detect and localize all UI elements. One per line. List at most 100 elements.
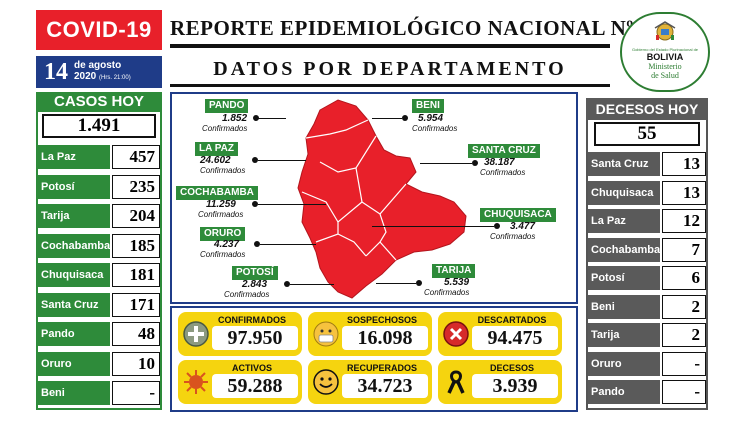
- dept-value-cochabamba: 11.259: [206, 199, 236, 210]
- casos-row-value: 235: [112, 174, 160, 199]
- stat-decesos: DECESOS 3.939: [438, 360, 562, 404]
- casos-row-value: 48: [112, 322, 160, 346]
- dept-value-chuquisaca: 3.477: [510, 221, 536, 232]
- report-date: 14 de agosto 2020 (Hrs. 21:00): [36, 56, 162, 88]
- masked-face-icon: [313, 321, 339, 347]
- dept-value-tarija: 5.539: [444, 277, 470, 288]
- dept-confirmed-pando: Confirmados: [202, 124, 248, 133]
- stat-value: 94.475: [472, 326, 558, 350]
- dept-value-pando: 1.852: [222, 113, 248, 124]
- dept-value-beni: 5.954: [418, 113, 444, 124]
- dept-confirmed-la-paz: Confirmados: [200, 166, 246, 175]
- map-label-cochabamba: COCHABAMBA: [176, 186, 258, 200]
- casos-row-department: Santa Cruz: [38, 292, 110, 317]
- marker-oruro: [254, 241, 260, 247]
- stat-label: ACTIVOS: [231, 363, 272, 373]
- seal-ministry-line1: Ministerio: [648, 62, 682, 71]
- stat-value: 3.939: [472, 374, 558, 398]
- casos-row-value: 181: [112, 263, 160, 287]
- decesos-row-department: Beni: [588, 294, 660, 319]
- casos-row-department: Cochabamba: [38, 233, 110, 258]
- casos-row-value: 204: [112, 204, 160, 228]
- decesos-row-value: 13: [662, 152, 706, 176]
- smiley-icon: [313, 369, 339, 395]
- marker-pando: [253, 115, 259, 121]
- casos-row-department: Potosí: [38, 174, 110, 199]
- dept-confirmed-potosi: Confirmados: [224, 290, 270, 299]
- casos-row: Pando 48: [38, 322, 160, 346]
- casos-row-department: La Paz: [38, 145, 110, 169]
- map-label-la-paz: LA PAZ: [195, 142, 238, 156]
- stat-sospechosos: SOSPECHOSOS 16.098: [308, 312, 432, 356]
- stat-label: CONFIRMADOS: [218, 315, 286, 325]
- seal-ministry-line2: de Salud: [651, 71, 679, 80]
- casos-row-department: Oruro: [38, 351, 110, 376]
- decesos-row-value: 7: [662, 237, 706, 262]
- decesos-hoy-total: 55: [594, 122, 700, 146]
- map-label-pando: PANDO: [205, 99, 249, 113]
- decesos-row: Oruro -: [588, 351, 706, 376]
- decesos-row: Cochabamba 7: [588, 237, 706, 262]
- casos-hoy-title: CASOS HOY: [36, 92, 162, 112]
- marker-santa-cruz: [472, 160, 478, 166]
- dept-confirmed-oruro: Confirmados: [200, 250, 246, 259]
- dept-name: POTOSÍ: [232, 266, 278, 280]
- stat-value: 59.288: [212, 374, 298, 398]
- leader-cochabamba: [258, 204, 326, 205]
- stat-label: DESCARTADOS: [477, 315, 547, 325]
- decesos-row: Tarija 2: [588, 323, 706, 347]
- casos-row: Cochabamba 185: [38, 233, 160, 258]
- x-circle-icon: [443, 321, 469, 347]
- marker-beni: [402, 115, 408, 121]
- stat-label: DECESOS: [489, 363, 534, 373]
- title-divider: [170, 44, 610, 48]
- dept-value-oruro: 4.237: [214, 239, 240, 250]
- casos-hoy-total: 1.491: [42, 114, 156, 138]
- decesos-row-department: Potosí: [588, 266, 660, 290]
- map-label-santa-cruz: SANTA CRUZ: [468, 144, 540, 158]
- casos-row: Tarija 204: [38, 204, 160, 228]
- decesos-row-department: Chuquisaca: [588, 180, 660, 205]
- decesos-row-department: Tarija: [588, 323, 660, 347]
- stat-value: 16.098: [342, 326, 428, 350]
- date-year: 2020: [74, 71, 97, 82]
- date-month: de agosto: [74, 60, 122, 71]
- casos-row: Oruro 10: [38, 351, 160, 376]
- date-hour: (Hrs. 21:00): [99, 75, 131, 81]
- decesos-row-department: Cochabamba: [588, 237, 660, 262]
- casos-row-value: 457: [112, 145, 160, 169]
- leader-pando: [258, 118, 286, 119]
- stat-value: 34.723: [342, 374, 428, 398]
- casos-row-department: Chuquisaca: [38, 263, 110, 287]
- subtitle-divider: [170, 84, 610, 87]
- leader-santa-cruz: [420, 163, 472, 164]
- dept-name: PANDO: [205, 99, 249, 113]
- dept-name: COCHABAMBA: [176, 186, 258, 200]
- covid-badge: COVID-19: [36, 10, 162, 50]
- dept-confirmed-beni: Confirmados: [412, 124, 458, 133]
- stat-recuperados: RECUPERADOS 34.723: [308, 360, 432, 404]
- casos-row-value: -: [112, 381, 160, 405]
- ministry-seal: Gobierno del Estado Plurinacional de BOL…: [620, 12, 710, 92]
- casos-row-value: 10: [112, 351, 160, 376]
- dept-confirmed-cochabamba: Confirmados: [198, 210, 244, 219]
- map-label-beni: BENI: [412, 99, 444, 113]
- casos-row-value: 185: [112, 233, 160, 258]
- dept-name: ORURO: [200, 227, 246, 241]
- dept-value-la-paz: 24.602: [200, 155, 231, 166]
- decesos-row-department: Pando: [588, 380, 660, 404]
- dept-confirmed-santa-cruz: Confirmados: [480, 168, 526, 177]
- stat-activos: ACTIVOS 59.288: [178, 360, 302, 404]
- decesos-row-value: 2: [662, 323, 706, 347]
- decesos-hoy-title: DECESOS HOY: [586, 98, 708, 120]
- casos-row: Beni -: [38, 381, 160, 405]
- decesos-row-value: 2: [662, 294, 706, 319]
- dept-confirmed-chuquisaca: Confirmados: [490, 232, 536, 241]
- decesos-row-value: 12: [662, 209, 706, 233]
- decesos-row-department: La Paz: [588, 209, 660, 233]
- dept-name: TARIJA: [432, 264, 476, 278]
- decesos-row-value: 13: [662, 180, 706, 205]
- casos-row: La Paz 457: [38, 145, 160, 169]
- virus-icon: [184, 370, 208, 394]
- casos-row-department: Pando: [38, 322, 110, 346]
